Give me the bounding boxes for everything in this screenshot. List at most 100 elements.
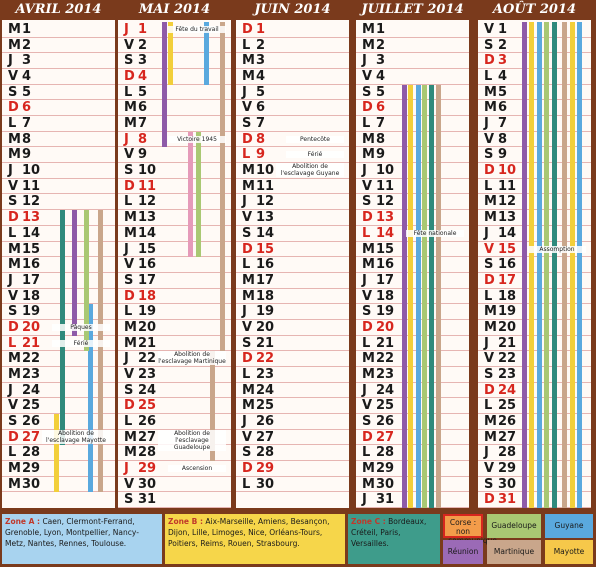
- weekday: M: [124, 335, 137, 351]
- day-row: M 28: [118, 445, 231, 462]
- weekday: D: [484, 382, 495, 398]
- weekday: J: [8, 382, 13, 398]
- weekday: M: [362, 461, 375, 477]
- day-row: M 18: [236, 289, 349, 305]
- weekday: L: [124, 84, 133, 100]
- day-number: 14: [138, 225, 157, 241]
- weekday: M: [484, 210, 497, 226]
- day-row: J 22: [118, 351, 231, 367]
- day-number: 17: [22, 272, 41, 288]
- vacation-bar: [429, 84, 434, 509]
- day-row: L 14: [2, 226, 115, 242]
- day-number: 21: [138, 335, 157, 351]
- day-number: 30: [498, 476, 517, 492]
- weekday: M: [124, 445, 137, 461]
- day-number: 7: [498, 116, 508, 132]
- region-box: Guadeloupe: [487, 514, 541, 538]
- weekday: L: [362, 335, 371, 351]
- weekday: D: [242, 351, 253, 367]
- weekday: V: [124, 366, 135, 382]
- day-row: M 25: [236, 398, 349, 414]
- day-row: D 15: [236, 242, 349, 258]
- day-row: M 26: [478, 414, 591, 430]
- day-row: M 19: [478, 304, 591, 320]
- vacation-bar: [196, 131, 201, 258]
- holiday-note: Abolition de l'esclavage Mayotte: [42, 429, 110, 444]
- holiday-note: Fête nationale: [406, 229, 464, 237]
- weekday: D: [484, 163, 495, 179]
- day-number: 15: [376, 241, 395, 257]
- day-row: J 14: [478, 226, 591, 242]
- weekday: V: [8, 288, 19, 304]
- weekday: M: [242, 69, 255, 85]
- day-number: 9: [138, 147, 148, 163]
- day-number: 12: [376, 194, 395, 210]
- weekday: S: [484, 257, 494, 273]
- day-row: V 20: [236, 320, 349, 336]
- day-number: 22: [498, 351, 517, 367]
- weekday: S: [362, 194, 372, 210]
- weekday: L: [242, 257, 251, 273]
- day-number: 20: [376, 319, 395, 335]
- day-number: 27: [256, 429, 275, 445]
- day-number: 29: [22, 461, 41, 477]
- weekday: J: [362, 382, 367, 398]
- vacation-bar: [54, 414, 59, 493]
- day-number: 2: [22, 37, 32, 53]
- day-number: 2: [256, 37, 266, 53]
- day-number: 17: [376, 272, 395, 288]
- day-row: L 23: [236, 367, 349, 383]
- day-row: D 20: [2, 320, 115, 336]
- day-row: J 12: [236, 194, 349, 211]
- day-row: M 10: [236, 163, 349, 179]
- weekday: S: [124, 163, 134, 179]
- day-number: 18: [498, 288, 517, 304]
- day-row: L 11: [478, 179, 591, 195]
- weekday: V: [242, 319, 253, 335]
- weekday: M: [242, 53, 255, 69]
- day-number: 30: [22, 476, 41, 492]
- zone-name: Zone A :: [5, 517, 41, 526]
- weekday: V: [124, 37, 135, 53]
- zone-cities: Aix-Marseille, Amiens, Besançon, Dijon, …: [168, 517, 330, 548]
- day-number: 25: [138, 398, 157, 414]
- holiday-note: Pentecôte: [286, 135, 344, 143]
- day-number: 28: [376, 445, 395, 461]
- day-number: 23: [498, 366, 517, 382]
- weekday: V: [124, 476, 135, 492]
- weekday: L: [362, 116, 371, 132]
- day-number: 16: [376, 257, 395, 273]
- day-row: J 19: [236, 304, 349, 320]
- weekday: V: [242, 429, 253, 445]
- day-row: S 17: [118, 273, 231, 289]
- weekday: M: [362, 351, 375, 367]
- day-row: M 14: [118, 226, 231, 242]
- day-number: 18: [138, 288, 157, 304]
- day-number: 20: [498, 319, 517, 335]
- day-row: V 11: [2, 179, 115, 195]
- day-number: 29: [138, 461, 157, 477]
- day-number: 6: [498, 100, 508, 116]
- weekday: M: [362, 241, 375, 257]
- day-number: 24: [22, 382, 41, 398]
- day-row: M 12: [478, 194, 591, 211]
- weekday: V: [124, 147, 135, 163]
- region-box: Corse : non communiqué: [443, 514, 497, 545]
- day-number: 13: [22, 210, 41, 226]
- weekday: D: [484, 492, 495, 508]
- day-number: 10: [138, 163, 157, 179]
- weekday: M: [362, 147, 375, 163]
- weekday: J: [124, 461, 129, 477]
- day-number: 2: [498, 37, 508, 53]
- weekday: V: [242, 100, 253, 116]
- day-row: S 21: [236, 336, 349, 352]
- day-row: V 25: [2, 398, 115, 414]
